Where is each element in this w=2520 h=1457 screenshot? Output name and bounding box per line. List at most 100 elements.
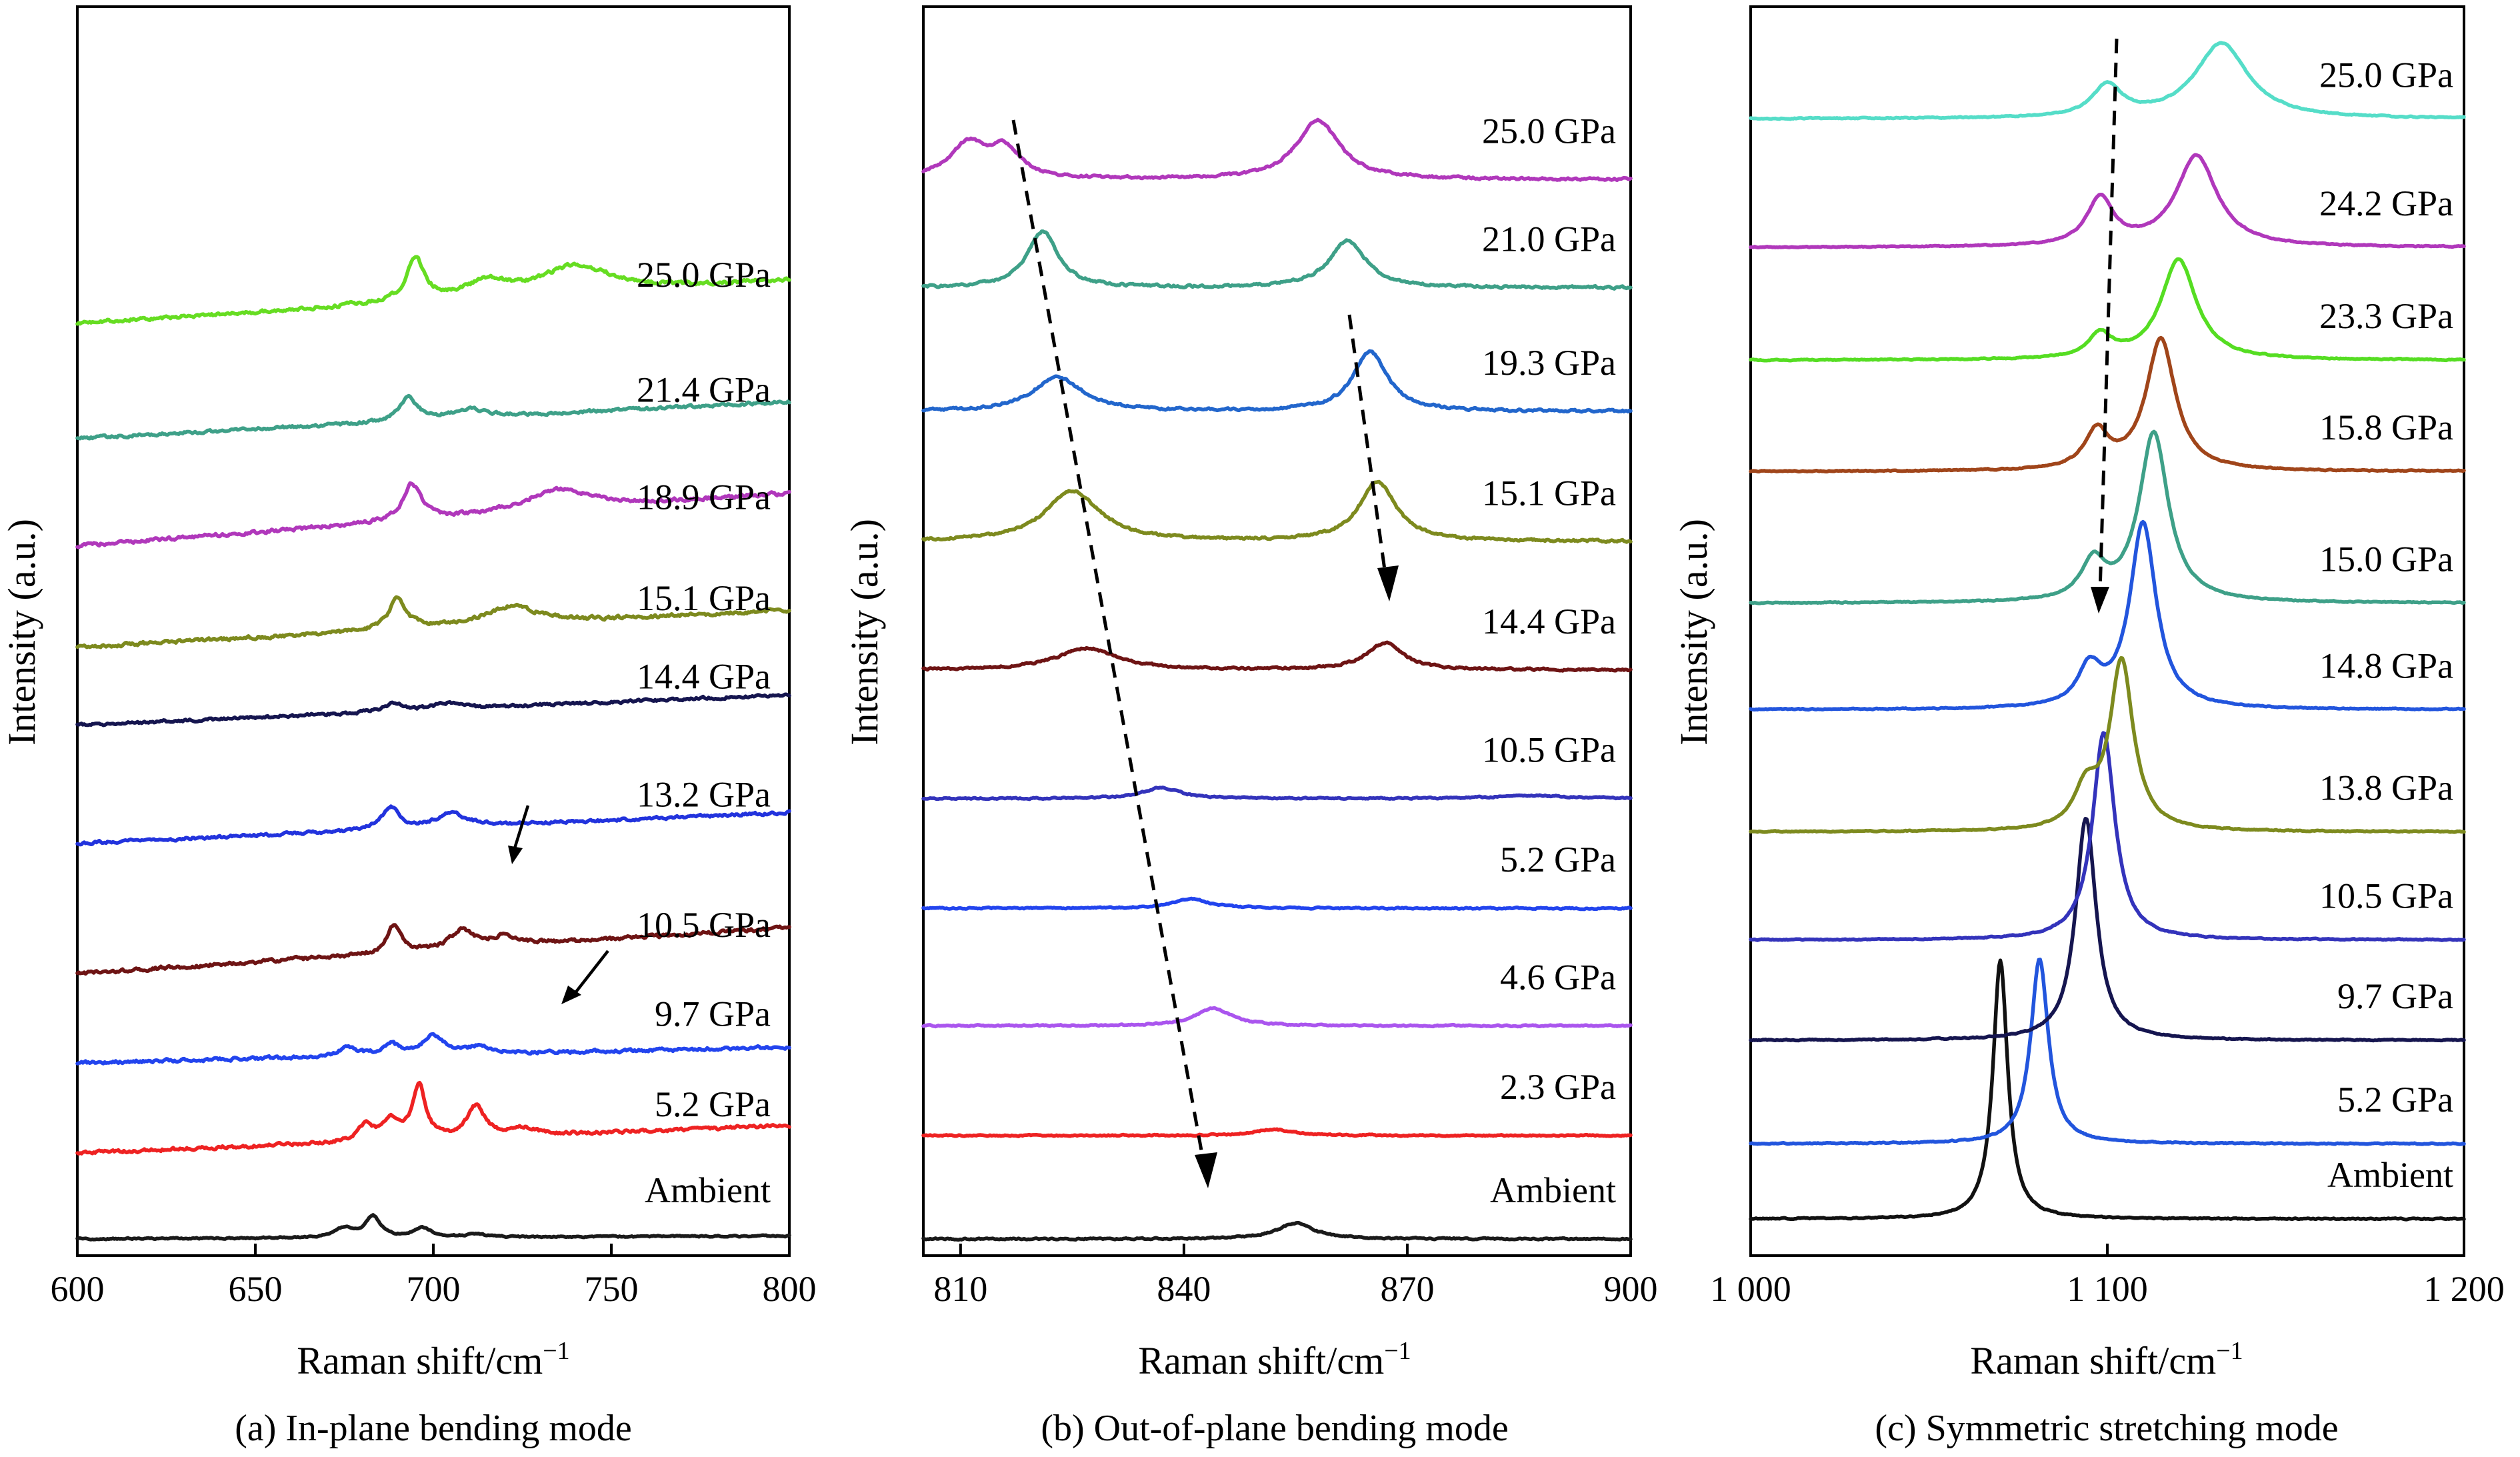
trace-9.7-gpa: [1749, 816, 2466, 1043]
trace-4.6-gpa: [921, 1006, 1633, 1029]
trace-2.3-gpa: [921, 1127, 1633, 1138]
panel-c-symmetric-stretching: Ambient 5.2 GPa 9.7 GPa 10.5 GPa 13.8 GPa 14.…: [1672, 5, 2505, 1449]
trace-9.7-gpa: [75, 1032, 791, 1066]
trace-14.8-gpa: [1749, 519, 2466, 712]
trace-label: 2.3 GPa: [1500, 1067, 1616, 1107]
panel-c-trace-labels: Ambient 5.2 GPa 9.7 GPa 10.5 GPa 13.8 GPa 14.…: [2319, 55, 2453, 1195]
trace-label: 15.8 GPa: [2319, 407, 2453, 447]
panel-a-arrowhead-9.7: [561, 986, 581, 1004]
trace-label: 21.4 GPa: [637, 369, 771, 409]
trace-label: 4.6 GPa: [1500, 957, 1616, 997]
trace-13.8-gpa: [1749, 655, 2466, 834]
trace-10.5-gpa: [75, 923, 791, 976]
trace-14.4-gpa: [75, 692, 791, 727]
trace-label: 21.0 GPa: [1482, 219, 1616, 259]
trace-10.5-gpa: [921, 786, 1633, 802]
panel-b-trace-labels: Ambient 2.3 GPa 4.6 GPa 5.2 GPa 10.5 GPa 14.4…: [1482, 111, 1616, 1210]
panel-a-arrowhead-10.5: [508, 846, 523, 864]
trace-label: 10.5 GPa: [637, 905, 771, 945]
trace-5.2-gpa: [1749, 958, 2466, 1146]
trace-label: 14.4 GPa: [637, 657, 771, 697]
x-tick-label: 810: [933, 1269, 987, 1309]
trace-label: 24.2 GPa: [2319, 183, 2453, 223]
trace-label: Ambient: [1490, 1170, 1616, 1210]
trace-18.9-gpa: [75, 481, 791, 549]
trace-15.1-gpa: [75, 595, 791, 649]
panel-c-x-axis-label: Raman shift/cm−1: [1970, 1337, 2243, 1382]
panel-b-caption: (b) Out-of-plane bending mode: [1041, 1408, 1508, 1449]
panel-a-x-ticks: 600 650 700 750 800: [51, 1244, 817, 1309]
panel-a-arrow-9.7: [573, 950, 609, 995]
panel-b-arrowhead-right: [1377, 565, 1399, 601]
trace-15.8-gpa: [1749, 335, 2466, 474]
x-tick-label: 800: [763, 1269, 817, 1309]
trace-label: 5.2 GPa: [1500, 840, 1616, 880]
trace-25.0-gpa: [1749, 41, 2466, 121]
panel-c-caption: (c) Symmetric stretching mode: [1875, 1408, 2338, 1449]
trace-5.2-gpa: [921, 896, 1633, 912]
x-tick-label: 600: [51, 1269, 105, 1309]
panel-a-traces: [75, 255, 791, 1242]
trace-label: Ambient: [2327, 1155, 2453, 1195]
panel-a-y-axis-label: Intensity (a.u.): [0, 519, 43, 746]
panel-b-shift-guide-left: [1011, 119, 1207, 1173]
panel-c-annotations: [2091, 38, 2119, 613]
trace-label: 15.1 GPa: [1482, 473, 1616, 513]
x-tick-label: 750: [585, 1269, 639, 1309]
panel-c-y-axis-label: Intensity (a.u.): [1672, 519, 1715, 746]
panel-a-caption: (a) In-plane bending mode: [235, 1408, 632, 1449]
x-tick-label: 1 200: [2423, 1269, 2505, 1309]
panel-c-shift-guide: [2098, 38, 2119, 593]
panel-c-arrowhead: [2091, 587, 2109, 613]
x-tick-label: 1 000: [1710, 1269, 1791, 1309]
trace-label: 9.7 GPa: [2337, 976, 2453, 1016]
trace-label: 5.2 GPa: [655, 1084, 771, 1124]
trace-10.5-gpa: [1749, 731, 2466, 942]
x-tick-label: 870: [1380, 1269, 1434, 1309]
trace-25.0-gpa: [921, 117, 1633, 183]
panel-b-x-axis-label: Raman shift/cm−1: [1138, 1337, 1411, 1382]
panel-a-x-axis-label: Raman shift/cm−1: [297, 1337, 569, 1382]
panel-c-x-ticks: 1 000 1 100 1 200: [1710, 1244, 2505, 1309]
trace-ambient: [75, 1213, 791, 1242]
trace-label: 5.2 GPa: [2337, 1080, 2453, 1120]
x-tick-label: 900: [1604, 1269, 1658, 1309]
trace-15.0-gpa: [1749, 429, 2466, 605]
panel-b-arrowhead-left: [1195, 1152, 1217, 1188]
trace-label: 9.7 GPa: [655, 994, 771, 1034]
panel-a-in-plane-bending: Ambient 5.2 GPa 9.7 GPa 10.5 GPa 13.2 GPa 14.…: [0, 5, 817, 1449]
x-tick-label: 700: [407, 1269, 461, 1309]
panel-a-frame: [76, 5, 791, 1257]
trace-15.1-gpa: [921, 479, 1633, 544]
trace-label: 19.3 GPa: [1482, 343, 1616, 383]
panel-b-traces: [921, 117, 1633, 1242]
x-tick-label: 650: [229, 1269, 283, 1309]
trace-label: 23.3 GPa: [2319, 296, 2453, 336]
trace-label: 25.0 GPa: [637, 255, 771, 295]
trace-21.0-gpa: [921, 229, 1633, 291]
trace-13.2-gpa: [75, 804, 791, 847]
trace-25.0-gpa: [75, 255, 791, 326]
x-tick-label: 840: [1157, 1269, 1211, 1309]
trace-label: 15.1 GPa: [637, 578, 771, 618]
panel-b-annotations: [1011, 119, 1399, 1188]
trace-label: 25.0 GPa: [2319, 55, 2453, 95]
trace-label: 25.0 GPa: [1482, 111, 1616, 151]
trace-label: Ambient: [645, 1170, 771, 1210]
trace-label: 14.4 GPa: [1482, 601, 1616, 641]
trace-24.2-gpa: [1749, 153, 2466, 249]
panel-a-trace-labels: Ambient 5.2 GPa 9.7 GPa 10.5 GPa 13.2 GPa 14.…: [637, 255, 771, 1210]
trace-label: 13.8 GPa: [2319, 768, 2453, 808]
trace-14.4-gpa: [921, 640, 1633, 673]
trace-21.4-gpa: [75, 393, 791, 441]
trace-label: 10.5 GPa: [2319, 876, 2453, 916]
trace-5.2-gpa: [75, 1080, 791, 1156]
trace-label: 18.9 GPa: [637, 477, 771, 517]
trace-label: 10.5 GPa: [1482, 730, 1616, 770]
x-tick-label: 1 100: [2067, 1269, 2148, 1309]
trace-19.3-gpa: [921, 349, 1633, 414]
trace-label: 15.0 GPa: [2319, 539, 2453, 579]
trace-label: 14.8 GPa: [2319, 645, 2453, 685]
panel-b-y-axis-label: Intensity (a.u.): [843, 519, 886, 746]
